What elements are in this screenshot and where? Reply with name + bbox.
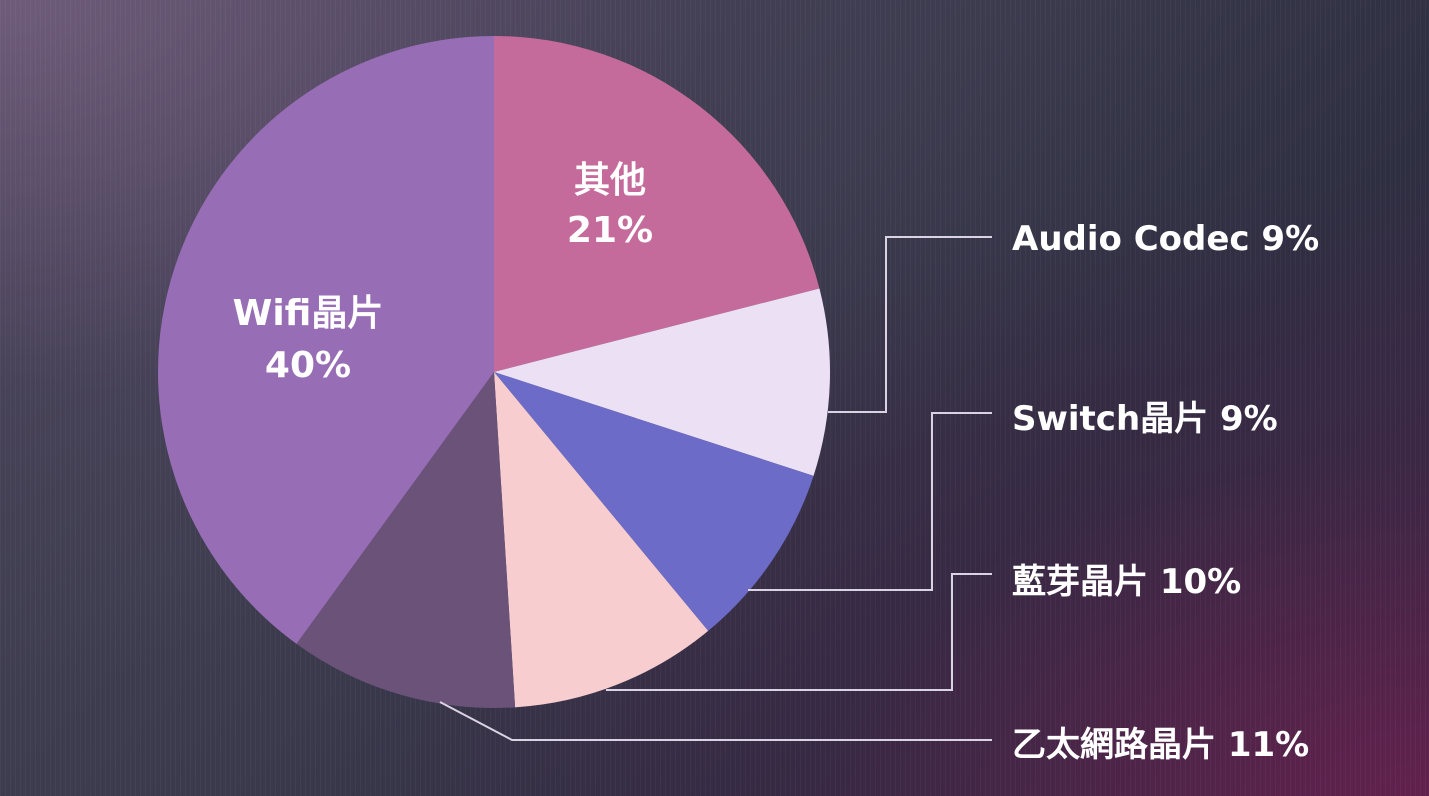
leader-lines xyxy=(439,236,992,741)
pie-slices xyxy=(157,36,830,709)
slice-value-label: 40% xyxy=(265,345,351,386)
slice-label: 其他 xyxy=(574,160,646,201)
callout-label: 藍芽晶片 10% xyxy=(1012,562,1241,602)
leader-line xyxy=(439,701,992,741)
pie-slice-audio-codec xyxy=(494,288,830,476)
callout-label: Switch晶片 9% xyxy=(1012,399,1278,439)
slice-labels: 其他 21% Audio Codec 9% Switch晶片 9% 藍芽晶片 10% 乙太… xyxy=(233,160,1320,765)
pie-slice-slice-4 xyxy=(296,372,516,709)
pie-slice-wifi xyxy=(157,36,494,644)
pie-slice-slice-3 xyxy=(494,372,709,708)
slice-label: Wifi晶片 xyxy=(233,293,384,334)
leader-line xyxy=(606,573,992,691)
callout-label: Audio Codec 9% xyxy=(1012,219,1319,259)
pie-slice-switch xyxy=(494,372,814,631)
pie-slice-slice-0 xyxy=(494,36,820,372)
leader-line xyxy=(828,236,992,413)
slice-value-label: 21% xyxy=(567,210,653,251)
callout-label: 乙太網路晶片 11% xyxy=(1012,725,1309,765)
leader-line xyxy=(748,412,992,591)
